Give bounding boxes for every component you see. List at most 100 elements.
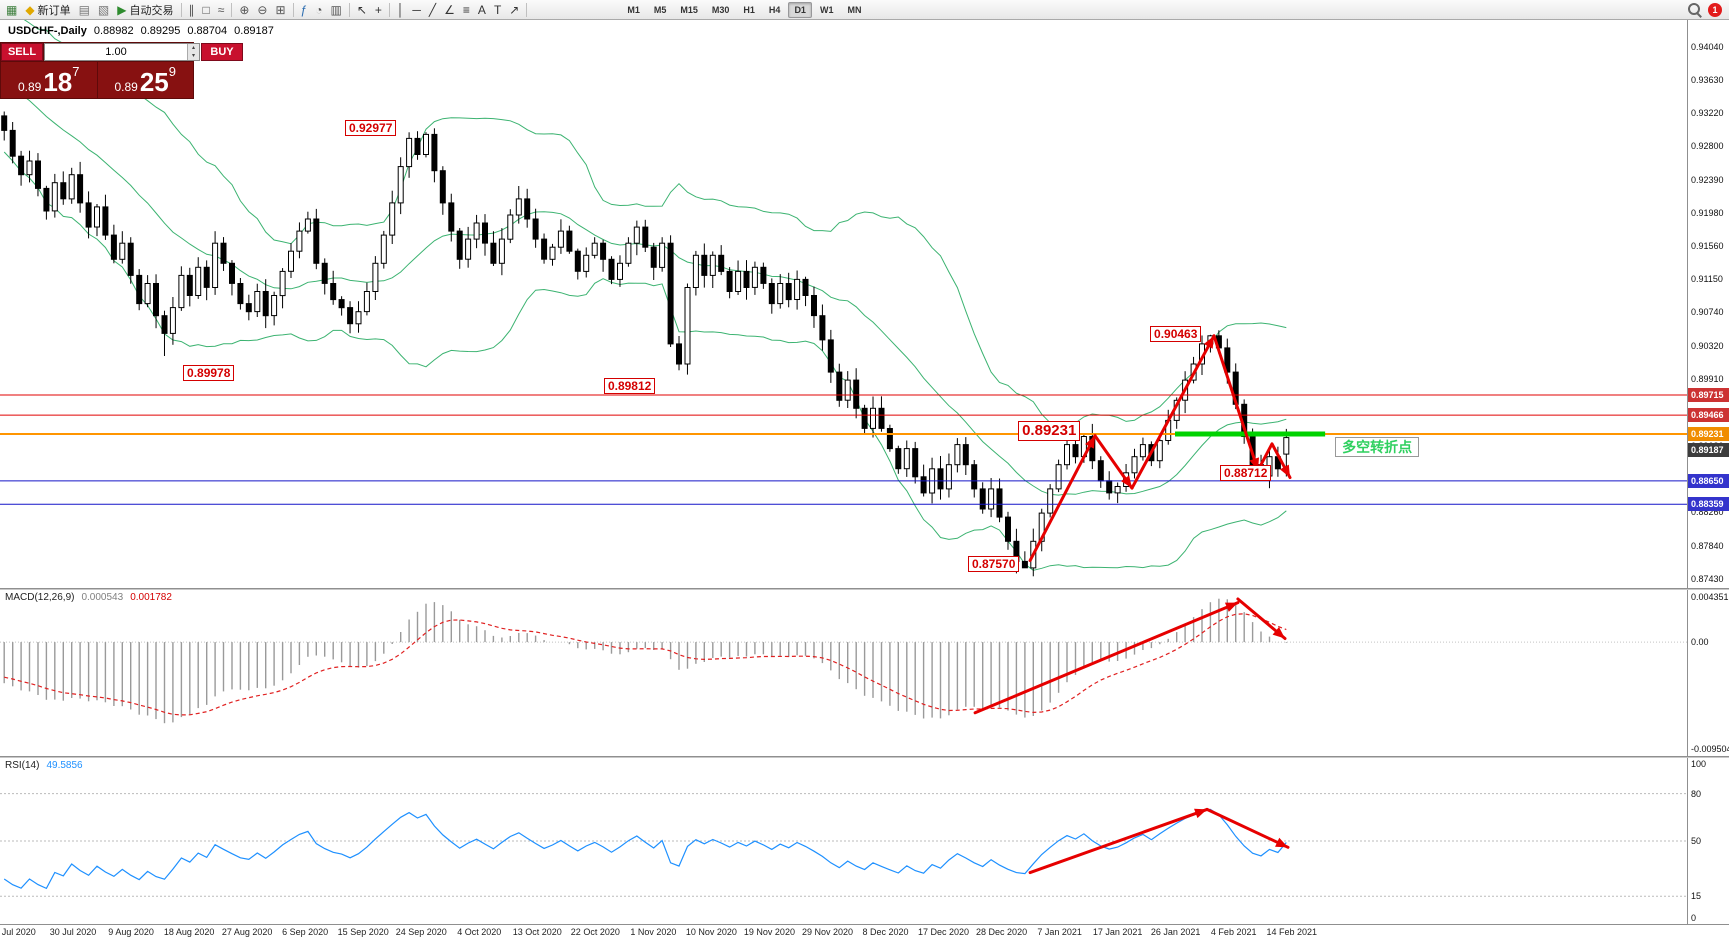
rsi-arrow-1[interactable] [1028,807,1209,875]
horizontal-line-button[interactable]: ─ [408,1,425,19]
buy-price-display[interactable]: 0.89 25 9 [97,62,193,98]
date-tick: 22 Oct 2020 [570,927,620,937]
candlestick-chart-button[interactable]: □ [199,1,214,19]
date-tick: 1 Nov 2020 [630,927,677,937]
trend-arrow-1[interactable] [1028,434,1097,563]
new-chart-icon: ▦ [6,2,18,17]
templates-button[interactable]: ▥ [326,1,345,19]
channel-button[interactable]: ∠ [440,1,459,19]
arrows-button[interactable]: ↗ [505,1,523,19]
price-axis[interactable]: 0.94040 0.93630 0.93220 0.92800 0.92390 0.919… [1687,20,1729,588]
price-annotation-0.89978[interactable]: 0.89978 [183,364,235,381]
price-annotation-0.87570[interactable]: 0.87570 [968,555,1020,572]
date-tick: 4 Feb 2021 [1210,927,1257,937]
trend-arrow-5[interactable] [1256,442,1292,480]
volume-spin-buttons: ▴ ▾ [187,44,199,60]
tile-windows-icon: ⊞ [275,2,286,17]
crosshair-button[interactable]: + [371,1,386,19]
price-tick: 0.92800 [1691,141,1724,152]
volume-decrease-button[interactable]: ▾ [188,52,199,60]
new-order-button-label: 新订单 [37,4,71,17]
sell-price-display[interactable]: 0.89 18 7 [1,62,97,98]
panel-separator[interactable] [0,756,1729,758]
toolbar-separator [180,2,182,17]
timeframe-w1-button[interactable]: W1 [819,4,834,15]
autotrading-button[interactable]: ▶ 自动交易 [113,1,177,19]
price-annotation-0.89812[interactable]: 0.89812 [603,378,656,395]
line-chart-button[interactable]: ≈ [214,1,229,19]
date-tick: 19 Nov 2020 [743,927,795,937]
fibonacci-icon: ≡ [462,2,470,17]
rsi-panel: RSI(14) 49.5856 100 80 50 15 0 [0,758,1729,924]
label-icon: T [493,2,502,17]
trendline-button[interactable]: ╱ [425,1,440,19]
price-annotation-0.89231[interactable]: 0.89231 [1018,421,1081,442]
trend-arrow-3[interactable] [1130,334,1216,490]
sell-button[interactable]: SELL [1,43,43,61]
notification-badge[interactable]: 1 [1708,2,1722,17]
macd-canvas[interactable] [0,590,1687,756]
timeframe-m1-button[interactable]: M1 [627,4,640,15]
macd-arrow-1[interactable] [973,601,1240,715]
cursor-button[interactable]: ↖ [353,1,371,19]
price-tick: 0.92390 [1691,174,1724,185]
text-button[interactable]: A [474,1,490,19]
date-tick: 30 Jul 2020 [49,927,97,937]
new-order-button[interactable]: ◆ 新订单 [21,1,74,19]
timeframe-h1-button[interactable]: H1 [743,4,755,15]
periods-button[interactable]: ◔ [311,1,326,19]
volume-input[interactable] [45,44,187,60]
sell-price-pip: 7 [72,64,80,79]
bar-chart-button[interactable]: ∥ [185,1,199,19]
trend-arrow-4[interactable] [1212,334,1260,472]
label-button[interactable]: T [490,1,505,19]
cursor-icon: ↖ [356,2,367,17]
price-tick: 0.91560 [1691,241,1724,252]
date-tick: 27 Aug 2020 [221,927,273,937]
price-annotation-0.90463[interactable]: 0.90463 [1150,325,1202,342]
zoom-in-button[interactable]: ⊕ [235,1,253,19]
price-annotation-0.92977[interactable]: 0.92977 [344,119,397,136]
macd-axis[interactable]: 0.004351 0.00 -0.009504 [1687,590,1729,756]
rsi-canvas[interactable] [0,758,1687,924]
zoom-out-button[interactable]: ⊖ [253,1,271,19]
timeframe-m5-button[interactable]: M5 [653,4,667,15]
date-tick: 10 Nov 2020 [685,927,737,937]
rsi-label: RSI(14) 49.5856 [5,760,83,771]
toolbar-right: 1 [1687,2,1727,17]
buy-button[interactable]: BUY [201,43,243,61]
timeframe-m15-button[interactable]: M15 [680,4,698,15]
open-value: 0.88982 [93,25,134,37]
symbol-period-label: USDCHF-,Daily [8,25,87,37]
date-tick: 17 Jan 2021 [1092,927,1143,937]
vertical-line-button[interactable]: │ [393,1,409,19]
timeframe-mn-button[interactable]: MN [847,4,862,15]
timeframe-toolbar: M1 M5 M15 M30 H1 H4 D1 W1 MN [620,1,868,18]
new-chart-button[interactable]: ▦ [2,1,21,19]
panel-separator[interactable] [0,588,1729,590]
arrows-icon: ↗ [509,2,520,17]
rsi-tick: 50 [1691,836,1702,846]
macd-tick: 0.00 [1691,637,1709,648]
indicators-button[interactable]: ƒ [297,1,312,19]
volume-increase-button[interactable]: ▴ [188,44,199,52]
trendline-icon: ╱ [428,2,437,17]
timeframe-d1-button[interactable]: D1 [788,1,812,18]
main-chart-canvas[interactable] [0,20,1687,588]
price-annotation-0.88712[interactable]: 0.88712 [1220,465,1272,482]
data-window-button[interactable]: ▧ [94,1,113,19]
fibonacci-button[interactable]: ≡ [459,1,474,19]
chart-note[interactable]: 多空转折点 [1335,436,1420,457]
timeframe-h4-button[interactable]: H4 [768,4,781,15]
macd-arrow-1-head [1224,602,1238,612]
buy-price-pip: 9 [168,64,176,79]
rsi-axis[interactable]: 100 80 50 15 0 [1687,758,1729,924]
tile-windows-button[interactable]: ⊞ [271,1,289,19]
date-tick: 4 Oct 2020 [457,927,502,937]
rsi-arrow-2[interactable] [1205,807,1290,849]
search-icon[interactable] [1687,2,1702,17]
time-axis[interactable]: 1 Jul 2020 30 Jul 2020 9 Aug 2020 18 Aug 20… [0,924,1729,940]
chart-profiles-button[interactable]: ▤ [75,1,94,19]
timeframe-m30-button[interactable]: M30 [711,4,730,15]
